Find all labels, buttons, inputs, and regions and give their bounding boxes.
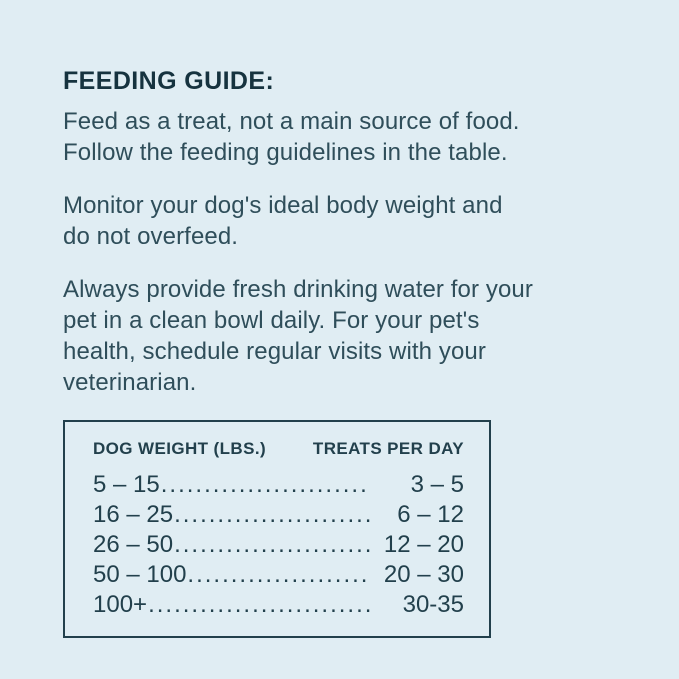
dot-leader: ........................................… [148,591,370,618]
treats-per-day-value: 6 – 12 [397,501,464,528]
dot-leader: ........................................… [187,561,370,588]
weight-range: 16 – 25 [93,501,174,528]
paragraph-feed-as-treat: Feed as a treat, not a main source of fo… [63,108,520,166]
dot-leader: ........................................… [160,471,370,498]
paragraph-fresh-water: Always provide fresh drinking water for … [63,276,533,396]
treats-per-day-value: 20 – 30 [383,561,464,588]
treats-per-day-value: 30-35 [402,591,464,618]
weight-range: 5 – 15 [93,471,160,498]
table-row: 16 – 25 ................................… [93,500,464,530]
treats-per-day-value: 3 – 5 [410,471,464,498]
table-row: 26 – 50 ................................… [93,530,464,560]
dot-leader: ........................................… [174,531,370,558]
dot-leader: ........................................… [174,501,370,528]
table-row: 5 – 15 .................................… [93,470,464,500]
column-header-dog-weight: DOG WEIGHT (LBS.) [93,439,267,458]
table-row: 50 – 100 ...............................… [93,560,464,590]
table-row: 100+ ...................................… [93,590,464,620]
treats-per-day-value: 12 – 20 [383,531,464,558]
feeding-table-header: DOG WEIGHT (LBS.) TREATS PER DAY [93,439,464,459]
weight-range: 100+ [93,591,148,618]
weight-range: 26 – 50 [93,531,174,558]
column-header-treats-per-day: TREATS PER DAY [312,439,464,458]
weight-range: 50 – 100 [93,561,187,588]
paragraph-monitor-weight: Monitor your dog's ideal body weight and… [63,192,503,250]
feeding-table: DOG WEIGHT (LBS.) TREATS PER DAY 5 – 15 … [63,420,491,638]
page-title: FEEDING GUIDE: [63,67,275,95]
